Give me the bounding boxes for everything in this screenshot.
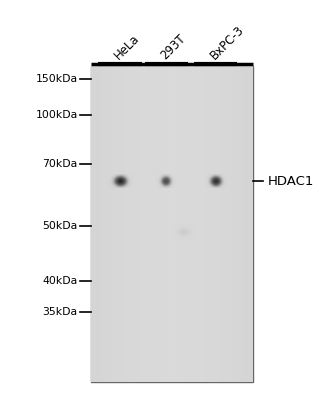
Text: 40kDa: 40kDa	[42, 276, 78, 286]
Text: BxPC-3: BxPC-3	[208, 23, 247, 62]
Text: 150kDa: 150kDa	[36, 74, 78, 84]
Text: HeLa: HeLa	[112, 32, 142, 62]
Text: 50kDa: 50kDa	[42, 220, 78, 230]
Text: HDAC1: HDAC1	[267, 175, 314, 188]
Bar	[91, 66, 253, 382]
Text: 293T: 293T	[158, 32, 189, 62]
Text: 35kDa: 35kDa	[42, 308, 78, 318]
Text: 70kDa: 70kDa	[42, 159, 78, 169]
Text: 100kDa: 100kDa	[36, 110, 78, 120]
